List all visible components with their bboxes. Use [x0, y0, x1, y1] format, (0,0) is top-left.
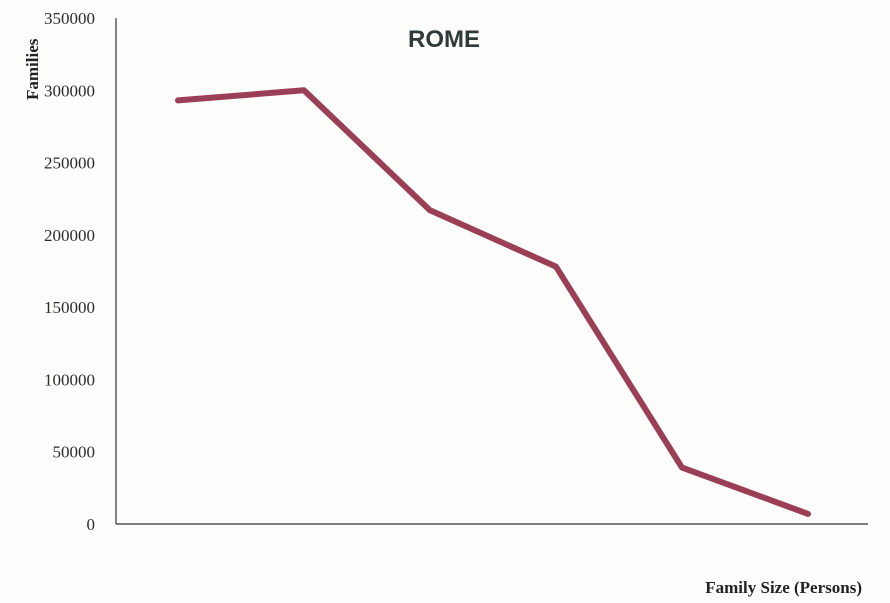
y-tick-label: 50000 — [53, 443, 96, 462]
series-line — [175, 87, 811, 517]
y-tick-label: 200000 — [44, 226, 95, 245]
y-axis-ticks: 0 50000 100000 150000 200000 250000 300000 3500… — [44, 9, 95, 534]
y-tick-label: 150000 — [44, 298, 95, 317]
y-tick-label: 100000 — [44, 370, 95, 389]
y-tick-label: 300000 — [44, 81, 95, 100]
y-axis-label: Families — [23, 38, 42, 100]
y-tick-label: 250000 — [44, 154, 95, 173]
y-tick-label: 0 — [87, 515, 96, 534]
x-axis-label: Family Size (Persons) — [705, 578, 862, 597]
y-tick-label: 350000 — [44, 9, 95, 28]
series-group — [175, 87, 811, 517]
chart-title: ROME — [408, 26, 480, 53]
